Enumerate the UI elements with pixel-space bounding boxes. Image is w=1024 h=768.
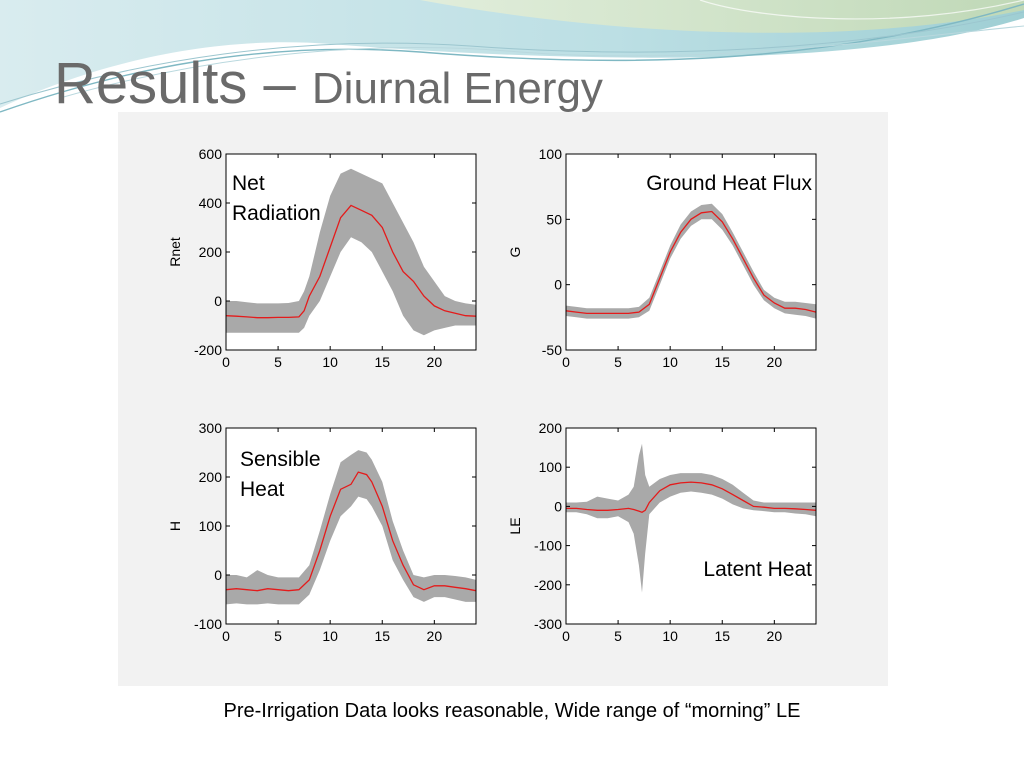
variability-band [566,443,816,593]
x-tick-label: 15 [374,628,390,644]
mean-line [225,204,477,319]
y-tick-label: 400 [199,195,223,211]
mean-line [566,481,817,514]
x-tick-label: 5 [614,354,622,370]
y-tick-label: 50 [546,211,562,227]
x-tick-label: 20 [427,354,443,370]
chart-annotation: Radiation [232,202,321,225]
variability-band [226,168,476,336]
y-tick-label: 0 [554,277,562,293]
y-tick-label: -100 [534,538,562,554]
latent-heat-chart: 0 5 10 15 20 -300 -200 -100 0 100 200 LE Latent Heat [507,420,817,644]
x-tick-label: 0 [562,628,570,644]
x-tick-label: 15 [714,354,730,370]
x-tick-label: 15 [374,354,390,370]
x-tick-label: 10 [662,354,678,370]
y-tick-label: 0 [554,498,562,514]
y-tick-label: 0 [214,567,222,583]
x-tick-label: 10 [662,628,678,644]
slide-title: Results – Diurnal Energy [54,50,603,117]
x-tick-label: 15 [714,628,730,644]
y-axis-label: Rnet [167,237,183,267]
axes-frame [565,427,817,625]
x-tick-label: 5 [274,354,282,370]
mean-line [565,210,817,315]
variability-band [566,203,816,319]
y-axis-label: LE [507,517,523,534]
axes-frame [565,153,817,351]
y-tick-label: -200 [534,577,562,593]
y-tick-label: -50 [542,342,562,358]
y-tick-label: -200 [194,342,222,358]
title-main: Results [54,51,248,116]
y-tick-label: 0 [214,293,222,309]
y-tick-label: 300 [199,420,223,436]
chart-annotation: Net [232,172,265,195]
variability-band [226,450,476,605]
footnote: Pre-Irrigation Data looks reasonable, Wi… [223,700,801,722]
y-axis-label: H [167,521,183,531]
plot-area [566,428,816,624]
x-tick-label: 0 [222,628,230,644]
y-tick-label: 100 [539,459,563,475]
x-tick-label: 10 [322,354,338,370]
y-tick-label: 200 [199,469,223,485]
x-tick-label: 10 [322,628,338,644]
x-tick-label: 20 [767,628,783,644]
wave-decoration [0,0,1024,113]
mean-line [225,471,477,592]
chart-annotation: Sensible [240,448,321,471]
y-tick-label: -100 [194,616,222,632]
y-tick-label: 100 [199,518,223,534]
x-tick-label: 5 [614,628,622,644]
chart-annotation: Ground Heat Flux [646,172,812,195]
chart-annotation: Latent Heat [703,558,812,581]
chart-annotation: Heat [240,478,285,501]
y-tick-label: 200 [539,420,563,436]
y-axis-label: G [507,247,523,258]
y-tick-label: 100 [539,146,563,162]
x-tick-label: 20 [767,354,783,370]
y-tick-label: 200 [199,244,223,260]
figure-panel: 0 5 10 15 20 -200 0 200 400 600 Rnet Net Radiation 0… [118,112,888,686]
x-tick-label: 0 [222,354,230,370]
x-tick-label: 5 [274,628,282,644]
y-tick-label: 600 [199,146,223,162]
title-sub: Diurnal Energy [311,64,603,113]
title-dash: – [247,51,312,116]
x-tick-label: 0 [562,354,570,370]
x-tick-label: 20 [427,628,443,644]
y-tick-label: -300 [534,616,562,632]
